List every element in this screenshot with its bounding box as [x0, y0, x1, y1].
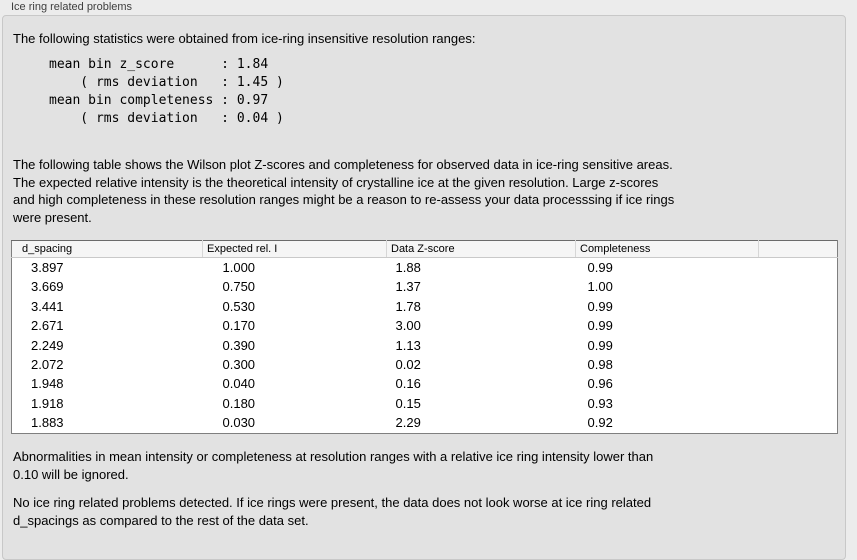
column-header-empty	[758, 240, 838, 258]
table-description: The following table shows the Wilson plo…	[13, 157, 675, 225]
cell-d-spacing: 1.948	[31, 376, 64, 392]
table-row[interactable]: 2.249 0.390 1.13 0.99	[12, 336, 838, 355]
cell-data-z-score: 2.29	[395, 415, 421, 431]
cell-data-z-score: 0.16	[395, 376, 421, 392]
column-header-completeness[interactable]: Completeness	[575, 240, 759, 258]
cell-data-z-score: 3.00	[395, 318, 421, 334]
cell-empty	[759, 277, 838, 296]
cell-expected-rel-i: 0.030	[222, 415, 256, 431]
cell-completeness: 0.99	[587, 337, 613, 353]
cell-expected-rel-i: 0.040	[222, 376, 256, 392]
cell-data-z-score: 1.88	[395, 260, 421, 275]
cell-expected-rel-i: 0.750	[222, 279, 256, 295]
cell-d-spacing: 1.883	[31, 415, 64, 431]
intro-text: The following statistics were obtained f…	[13, 31, 476, 46]
conclusion-text: No ice ring related problems detected. I…	[13, 495, 652, 528]
cell-empty	[759, 413, 838, 433]
cell-completeness: 0.98	[587, 357, 613, 373]
cell-expected-rel-i: 0.180	[222, 395, 256, 411]
cell-data-z-score: 0.15	[395, 395, 421, 411]
ice-ring-table: d_spacing Expected rel. I Data Z-score C…	[11, 240, 838, 434]
cell-expected-rel-i: 0.390	[222, 337, 256, 353]
cell-d-spacing: 2.072	[31, 357, 64, 373]
table-row[interactable]: 3.897 1.000 1.88 0.99	[12, 258, 838, 278]
cell-completeness: 0.99	[587, 318, 613, 334]
cell-completeness: 0.93	[587, 395, 613, 411]
column-header-data-z-score[interactable]: Data Z-score	[386, 240, 576, 258]
cell-d-spacing: 3.441	[31, 298, 64, 314]
cell-data-z-score: 1.37	[395, 279, 421, 295]
cell-data-z-score: 1.13	[395, 337, 421, 353]
cell-completeness: 1.00	[587, 279, 613, 295]
cell-d-spacing: 3.669	[31, 279, 64, 295]
stats-block: mean bin z_score : 1.84 ( rms deviation …	[49, 57, 284, 126]
cell-d-spacing: 3.897	[31, 260, 64, 275]
cell-empty	[759, 355, 838, 374]
cell-d-spacing: 1.918	[31, 395, 64, 411]
column-header-d-spacing[interactable]: d_spacing	[11, 240, 203, 258]
cell-empty	[759, 258, 838, 278]
cell-completeness: 0.92	[587, 415, 613, 431]
cell-d-spacing: 2.249	[31, 337, 64, 353]
table-row[interactable]: 1.918 0.180 0.15 0.93	[12, 394, 838, 413]
table-row[interactable]: 2.072 0.300 0.02 0.98	[12, 355, 838, 374]
column-header-expected-rel-i[interactable]: Expected rel. I	[202, 240, 387, 258]
cell-expected-rel-i: 0.300	[222, 357, 256, 373]
cell-data-z-score: 0.02	[395, 357, 421, 373]
table-row[interactable]: 2.671 0.170 3.00 0.99	[12, 316, 838, 335]
cell-empty	[759, 336, 838, 355]
cell-empty	[759, 374, 838, 393]
table-row[interactable]: 1.948 0.040 0.16 0.96	[12, 374, 838, 393]
cell-empty	[759, 316, 838, 335]
cell-expected-rel-i: 1.000	[222, 260, 256, 275]
cell-expected-rel-i: 0.530	[222, 298, 256, 314]
cell-expected-rel-i: 0.170	[222, 318, 256, 334]
cell-d-spacing: 2.671	[31, 318, 64, 334]
table-header: d_spacing Expected rel. I Data Z-score C…	[11, 240, 838, 258]
table-row[interactable]: 3.441 0.530 1.78 0.99	[12, 297, 838, 316]
table-row[interactable]: 3.669 0.750 1.37 1.00	[12, 277, 838, 296]
groupbox-label: Ice ring related problems	[11, 1, 133, 13]
table-body: 3.897 1.000 1.88 0.99 3.669 0.750 1.37 1…	[12, 258, 838, 434]
cell-completeness: 0.99	[587, 260, 613, 275]
cell-empty	[759, 394, 838, 413]
cell-data-z-score: 1.78	[395, 298, 421, 314]
cell-completeness: 0.96	[587, 376, 613, 392]
cell-completeness: 0.99	[587, 298, 613, 314]
ignore-note: Abnormalities in mean intensity or compl…	[13, 449, 654, 482]
table-row[interactable]: 1.883 0.030 2.29 0.92	[12, 413, 838, 433]
cell-empty	[759, 297, 838, 316]
table-header-row: d_spacing Expected rel. I Data Z-score C…	[11, 240, 838, 258]
